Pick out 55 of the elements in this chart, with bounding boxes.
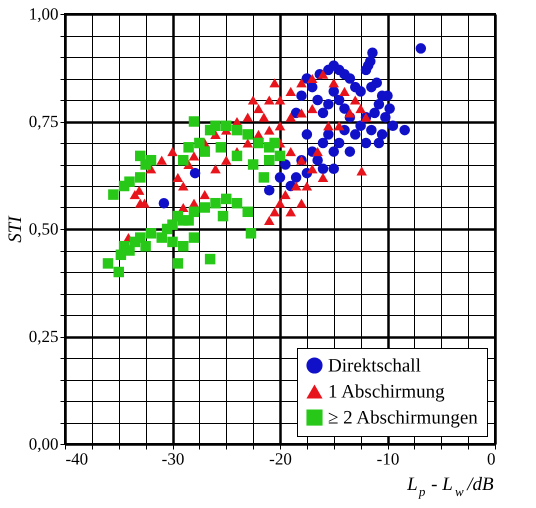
y-axis-title: STI — [4, 214, 26, 243]
y-tick-label: 0,75 — [28, 112, 58, 131]
point — [221, 120, 232, 132]
point — [204, 254, 216, 264]
point — [135, 172, 146, 183]
point — [183, 215, 194, 226]
point — [146, 154, 156, 166]
point — [242, 206, 253, 218]
point — [242, 129, 253, 140]
point — [246, 228, 256, 239]
x-tick-label: -30 — [162, 450, 184, 468]
x-tick-label: -40 — [66, 450, 88, 468]
point — [156, 232, 167, 243]
point — [232, 198, 242, 208]
y-tick-label: 1,00 — [28, 4, 58, 24]
legend-label: 1 Abschirmung — [328, 382, 446, 402]
point — [178, 240, 188, 252]
point — [218, 210, 228, 222]
y-tick-label: 0,00 — [28, 434, 58, 454]
point — [135, 150, 146, 162]
point — [258, 172, 270, 183]
x-tick-label: -20 — [269, 450, 292, 468]
point — [167, 236, 178, 248]
point — [188, 116, 200, 127]
point — [146, 228, 156, 239]
point — [248, 159, 258, 170]
point — [274, 150, 286, 162]
y-tick-label: 0,50 — [28, 220, 58, 238]
legend-label: ≥ 2 Abschirmungen — [328, 408, 478, 428]
point — [269, 138, 280, 148]
point — [108, 189, 119, 200]
point — [188, 206, 200, 218]
point — [216, 142, 226, 153]
point — [188, 232, 200, 243]
point — [221, 194, 232, 204]
point — [114, 266, 124, 278]
point — [264, 154, 274, 166]
point — [200, 146, 210, 157]
point — [253, 138, 264, 148]
x-tick-label: 0 — [487, 450, 496, 468]
point — [232, 150, 242, 162]
legend-label: Direktschall — [328, 356, 421, 376]
point — [200, 202, 210, 213]
point — [102, 258, 114, 269]
point — [183, 142, 194, 153]
point — [172, 258, 184, 269]
point — [118, 180, 130, 192]
point — [178, 154, 188, 166]
y-tick-label: 0,25 — [28, 327, 58, 346]
point — [135, 232, 146, 243]
point — [140, 240, 151, 252]
point — [232, 124, 242, 136]
x-tick-label: -10 — [376, 450, 400, 468]
point — [210, 198, 221, 208]
point — [210, 120, 221, 132]
